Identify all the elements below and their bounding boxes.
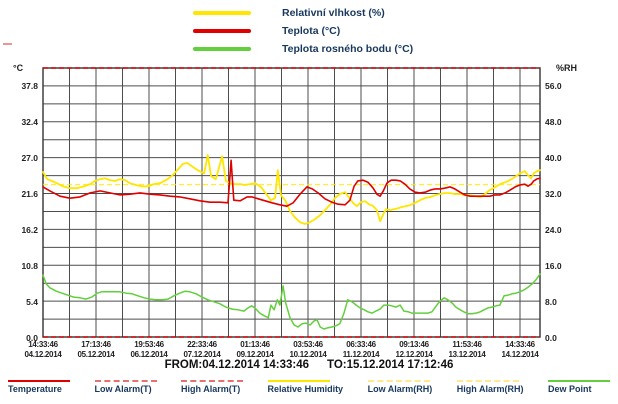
right-axis-unit-label: %RH [556,63,578,73]
from-label: FROM:04.12.2014 14:33:46 [164,359,310,371]
right-axis-tick: 16.0 [545,260,562,271]
legend-item: Relativní vlhkost (%) [193,4,413,22]
series-toggle-label: Dew Point [547,384,592,394]
x-tick-date: 09.12.2014 [236,349,274,359]
series-toggle-label: Relative Humidity [267,384,344,394]
series-toggle-temperature[interactable]: Temperature [8,380,70,394]
left-axis-tick: 0.0 [26,332,38,343]
series-toggle-line-swatch [94,380,157,382]
legend-item-label: Teplota (°C) [282,25,341,37]
series-toggle-label: High Alarm(RH) [456,384,524,394]
x-tick-time: 03:53:46 [293,340,323,349]
left-axis-tick: 5.4 [26,296,38,307]
x-tick-date: 06.12.2014 [130,349,168,359]
series-toggle-bar: Temperature Low Alarm(T) High Alarm(T) Rela… [0,380,618,394]
left-axis-tick: 10.8 [21,260,38,271]
series-toggle-relative-humidity[interactable]: Relative Humidity [267,380,344,394]
x-axis-tick: 22:33:46 07.12.2014 [174,340,230,359]
right-axis-tick: 32.0 [545,189,562,200]
series-toggle-label: Low Alarm(T) [94,384,152,394]
to-label: TO:15.12.2014 17:12:46 [327,359,454,371]
x-tick-date: 05.12.2014 [77,349,115,359]
x-tick-date: 13.12.2014 [448,349,486,359]
right-axis-tick: 0.0 [545,332,557,343]
legend-item-label: Relativní vlhkost (%) [282,7,385,19]
series-toggle-label: Low Alarm(RH) [367,384,433,394]
x-tick-time: 19:53:46 [134,340,164,349]
series-line [42,159,541,207]
x-axis-tick: 14:33:46 14.12.2014 [492,340,548,359]
x-tick-time: 17:13:46 [81,340,111,349]
legend-item: Teplota (°C) [193,22,413,40]
right-axis-tick: 56.0 [545,81,562,92]
x-axis-tick: 14:33:46 04.12.2014 [15,340,71,359]
left-axis-tick: 37.8 [21,81,38,92]
legend-item: Teplota rosného bodu (°C) [193,40,413,58]
series-line [42,273,541,330]
x-tick-time: 14:33:46 [505,340,535,349]
x-axis-tick: 03:53:46 10.12.2014 [280,340,336,359]
x-tick-time: 11:53:46 [452,340,482,349]
x-tick-date: 07.12.2014 [183,349,221,359]
series-toggle-high-alarm-t[interactable]: High Alarm(T) [181,380,244,394]
x-tick-date: 14.12.2014 [501,349,539,359]
series-line [42,154,541,225]
date-range-line: FROM:04.12.2014 14:33:46 TO:15.12.2014 17… [0,359,618,371]
left-axis-unit-label: °C [13,63,24,73]
stray-red-mark [3,43,12,49]
left-axis-tick: 27.0 [21,153,38,164]
x-tick-time: 01:13:46 [240,340,270,349]
x-tick-date: 04.12.2014 [24,349,62,359]
series-toggle-low-alarm-t[interactable]: Low Alarm(T) [94,380,157,394]
x-axis-tick: 19:53:46 06.12.2014 [121,340,177,359]
x-axis-tick: 11:53:46 13.12.2014 [439,340,495,359]
x-tick-date: 10.12.2014 [289,349,327,359]
series-toggle-line-swatch [456,380,519,382]
left-axis-tick: 21.6 [21,189,38,200]
series-toggle-label: Temperature [8,384,62,394]
x-axis-tick: 01:13:46 09.12.2014 [227,340,283,359]
right-axis-tick: 24.0 [545,224,562,235]
right-axis-tick: 48.0 [545,117,562,128]
legend-line-swatch [193,11,251,15]
x-axis-tick: 17:13:46 05.12.2014 [68,340,124,359]
legend-item-label: Teplota rosného bodu (°C) [282,43,414,55]
right-axis-tick: 8.0 [545,296,557,307]
series-toggle-label: High Alarm(T) [181,384,241,394]
left-axis-tick: 32.4 [21,117,38,128]
x-tick-date: 12.12.2014 [395,349,433,359]
right-axis-tick: 40.0 [545,153,562,164]
series-toggle-line-swatch [547,380,610,382]
x-tick-time: 22:33:46 [187,340,217,349]
x-tick-time: 06:33:46 [346,340,376,349]
series-toggle-line-swatch [267,380,330,382]
series-toggle-line-swatch [8,380,70,382]
x-axis-tick: 06:33:46 11.12.2014 [333,340,389,359]
x-tick-time: 14:33:46 [28,340,58,349]
chart-legend: Relativní vlhkost (%) Teplota (°C) Teplota… [193,4,413,58]
x-axis-tick: 09:13:46 12.12.2014 [386,340,442,359]
plot-frame [42,67,541,338]
series-toggle-dew-point[interactable]: Dew Point [547,380,610,394]
series-toggle-line-swatch [181,380,244,382]
series-toggle-line-swatch [367,380,430,382]
series-toggle-high-alarm-rh[interactable]: High Alarm(RH) [456,380,524,394]
legend-line-swatch [193,47,251,51]
series-toggle-low-alarm-rh[interactable]: Low Alarm(RH) [367,380,433,394]
x-tick-date: 11.12.2014 [342,349,380,359]
x-tick-time: 09:13:46 [399,340,429,349]
legend-line-swatch [193,29,251,33]
left-axis-tick: 16.2 [21,224,38,235]
